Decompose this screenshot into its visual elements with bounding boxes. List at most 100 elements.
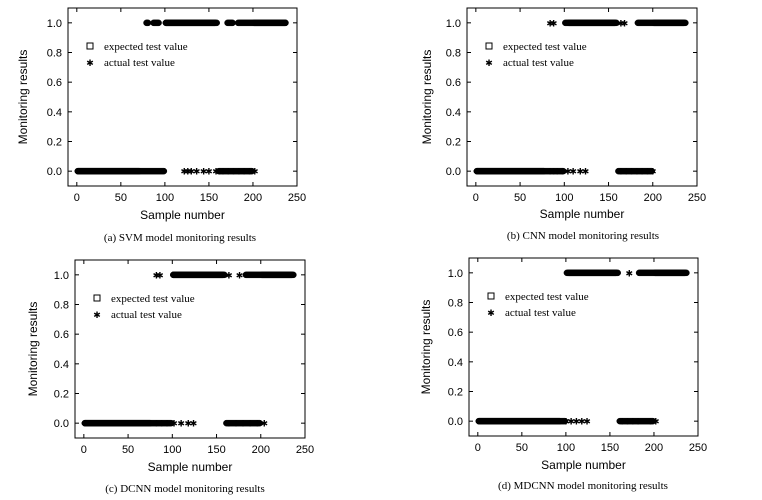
actual-marker-band (475, 417, 563, 425)
actual-marker-band (143, 19, 152, 27)
y-axis-title: Monitoring results (26, 302, 40, 397)
actual-star-point: ✱ (546, 19, 554, 29)
actual-star-point: ✱ (225, 420, 233, 430)
panel-caption: (d) MDCNN model monitoring results (498, 480, 668, 492)
plot-frame (74, 259, 306, 439)
x-tick-label: 250 (296, 444, 314, 456)
actual-star-point: ✱ (567, 418, 575, 428)
y-tick-label: 0.2 (47, 137, 62, 149)
y-tick-label: 0.2 (54, 389, 69, 401)
actual-marker-band (234, 19, 289, 27)
x-tick-label: 200 (645, 442, 663, 454)
actual-star-point: ✱ (232, 420, 240, 430)
actual-star-point: ✱ (163, 420, 171, 430)
legend-square-marker (86, 42, 94, 50)
x-tick-label: 50 (514, 192, 526, 204)
actual-star-point: ✱ (628, 168, 636, 178)
actual-star-point: ✱ (649, 168, 657, 178)
x-tick-label: 100 (557, 442, 575, 454)
actual-marker-band (162, 19, 219, 27)
y-tick-label: 0.4 (47, 107, 62, 119)
actual-star-point: ✱ (240, 168, 248, 178)
legend-star-marker: ✱ (86, 59, 94, 69)
y-tick-label: 1.0 (446, 18, 461, 30)
actual-marker-band (473, 167, 548, 175)
expected-marker-band (223, 419, 264, 427)
actual-marker-band (224, 19, 236, 27)
x-axis-title: Sample number (541, 458, 626, 472)
actual-star-point: ✱ (180, 168, 188, 178)
y-tick-label: 0.2 (448, 387, 463, 399)
y-tick-label: 0.6 (448, 327, 463, 339)
actual-star-point: ✱ (638, 168, 646, 178)
legend-star-marker: ✱ (485, 59, 493, 69)
actual-star-point: ✱ (225, 168, 233, 178)
actual-star-point: ✱ (633, 168, 641, 178)
actual-marker-band (565, 19, 618, 27)
chart-panel-2: 0 50 100 150 200 250 0.0 0.2 0.4 0.6 0.8 1.0 Sample … (420, 7, 706, 242)
x-tick-label: 100 (156, 192, 174, 204)
actual-star-point: ✱ (156, 271, 164, 281)
y-tick-label: 0.6 (446, 77, 461, 89)
actual-star-point: ✱ (546, 168, 554, 178)
actual-star-point: ✱ (184, 420, 192, 430)
actual-star-point: ✱ (153, 420, 161, 430)
x-tick-label: 200 (244, 192, 262, 204)
legend-label-actual: actual test value (505, 307, 576, 319)
y-tick-label: 0.4 (448, 357, 463, 369)
actual-star-point: ✱ (553, 168, 561, 178)
actual-star-point: ✱ (576, 168, 584, 178)
actual-star-point: ✱ (562, 418, 570, 428)
actual-star-point: ✱ (559, 168, 567, 178)
actual-star-point: ✱ (624, 418, 632, 428)
plot-frame (466, 7, 698, 187)
actual-star-point: ✱ (184, 168, 192, 178)
actual-star-point: ✱ (239, 420, 247, 430)
x-axis-title: Sample number (148, 460, 233, 474)
x-axis-title: Sample number (140, 208, 225, 222)
chart-panel-1: 0 50 100 150 200 250 0.0 0.2 0.4 0.6 0.8 1.0 Sample … (16, 7, 306, 244)
actual-star-point: ✱ (158, 420, 166, 430)
y-tick-label: 0.2 (446, 137, 461, 149)
actual-marker-band (635, 269, 688, 277)
actual-star-point: ✱ (170, 420, 178, 430)
legend-label-expected: expected test value (505, 291, 589, 303)
actual-star-point: ✱ (212, 168, 220, 178)
expected-marker-band (616, 417, 657, 425)
actual-marker-band (565, 269, 620, 277)
y-tick-label: 0.8 (446, 48, 461, 60)
actual-star-point: ✱ (626, 269, 634, 279)
actual-star-point: ✱ (230, 168, 238, 178)
actual-star-point: ✱ (569, 168, 577, 178)
y-axis-title: Monitoring results (420, 50, 434, 145)
x-tick-label: 50 (122, 444, 134, 456)
y-tick-label: 0.8 (54, 300, 69, 312)
plot-frame (67, 7, 298, 187)
chart-panel-4: 0 50 100 150 200 250 0.0 0.2 0.4 0.6 0.8 1.0 Sample … (419, 257, 707, 492)
actual-star-point: ✱ (177, 420, 185, 430)
x-tick-label: 0 (74, 192, 80, 204)
legend-label-expected: expected test value (104, 41, 188, 53)
actual-star-point: ✱ (205, 168, 213, 178)
series-group: ✱✱ ✱✱✱✱✱✱✱✱ ✱✱ ✱✱✱✱✱✱✱ (473, 19, 689, 178)
x-tick-label: 100 (163, 444, 181, 456)
actual-marker-band (242, 271, 295, 279)
legend-square-marker (485, 42, 493, 50)
series-group: ✱✱✱✱ ✱✱ ✱✱✱✱✱✱✱✱✱ (74, 19, 289, 178)
x-tick-label: 0 (473, 192, 479, 204)
actual-star-point: ✱ (644, 168, 652, 178)
actual-star-point: ✱ (236, 271, 244, 281)
actual-star-point: ✱ (573, 418, 581, 428)
actual-star-point: ✱ (618, 418, 626, 428)
legend-square-marker (487, 292, 495, 300)
x-tick-label: 150 (599, 192, 617, 204)
actual-star-point: ✱ (253, 420, 261, 430)
x-tick-label: 50 (115, 192, 127, 204)
x-tick-label: 250 (688, 192, 706, 204)
y-axis-title: Monitoring results (16, 50, 30, 145)
y-tick-label: 0.0 (54, 418, 69, 430)
actual-star-point: ✱ (219, 168, 227, 178)
actual-star-point: ✱ (629, 418, 637, 428)
